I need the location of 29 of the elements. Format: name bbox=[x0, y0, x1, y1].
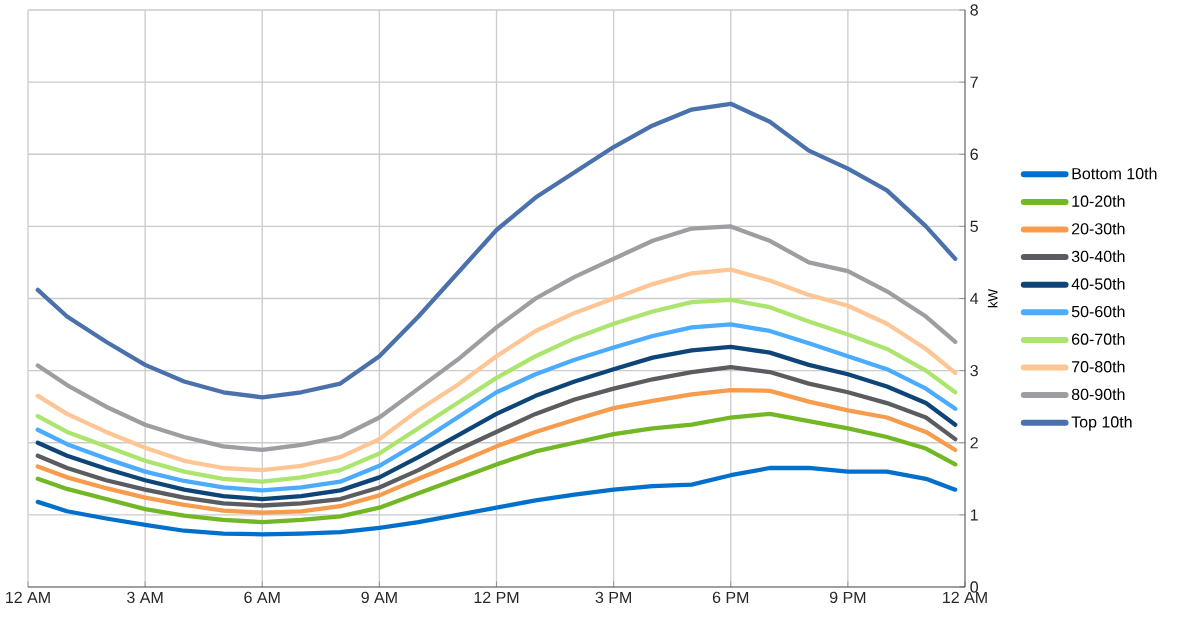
legend-label: Bottom 10th bbox=[1072, 167, 1157, 180]
x-tick-label: 9 AM bbox=[361, 591, 397, 604]
x-tick-label: 12 AM bbox=[6, 591, 50, 603]
legend-label: 10-20th bbox=[1072, 195, 1125, 207]
y-axis-title: kW bbox=[987, 288, 998, 308]
legend-label: 40-50th bbox=[1071, 277, 1125, 290]
y-tick-label: 3 bbox=[970, 364, 978, 377]
x-tick-label: 3 PM bbox=[595, 591, 631, 604]
y-tick-label: 0 bbox=[970, 581, 978, 593]
legend-label: 30-40th bbox=[1071, 250, 1125, 263]
legend-label: 60-70th bbox=[1072, 333, 1125, 345]
x-tick-label: 12 AM bbox=[943, 591, 987, 603]
y-tick-label: 7 bbox=[970, 76, 978, 88]
y-tick-label: 6 bbox=[970, 148, 978, 160]
y-tick-label: 5 bbox=[970, 220, 978, 232]
x-tick-label: 3 AM bbox=[127, 591, 163, 604]
legend-label: 70-80th bbox=[1072, 360, 1125, 373]
legend-label: Top 10th bbox=[1071, 415, 1132, 431]
x-tick-label: 12 PM bbox=[474, 591, 519, 603]
y-tick-label: 2 bbox=[970, 437, 978, 449]
y-tick-label: 8 bbox=[970, 4, 978, 16]
legend-label: 50-60th bbox=[1071, 305, 1125, 318]
x-tick-label: 9 PM bbox=[829, 591, 866, 604]
x-tick-label: 6 AM bbox=[244, 591, 280, 604]
y-tick-label: 4 bbox=[970, 293, 979, 305]
y-tick-label: 1 bbox=[970, 509, 978, 521]
legend-label: 80-90th bbox=[1071, 388, 1125, 401]
x-tick-label: 6 PM bbox=[712, 591, 749, 604]
legend-label: 20-30th bbox=[1072, 222, 1125, 235]
